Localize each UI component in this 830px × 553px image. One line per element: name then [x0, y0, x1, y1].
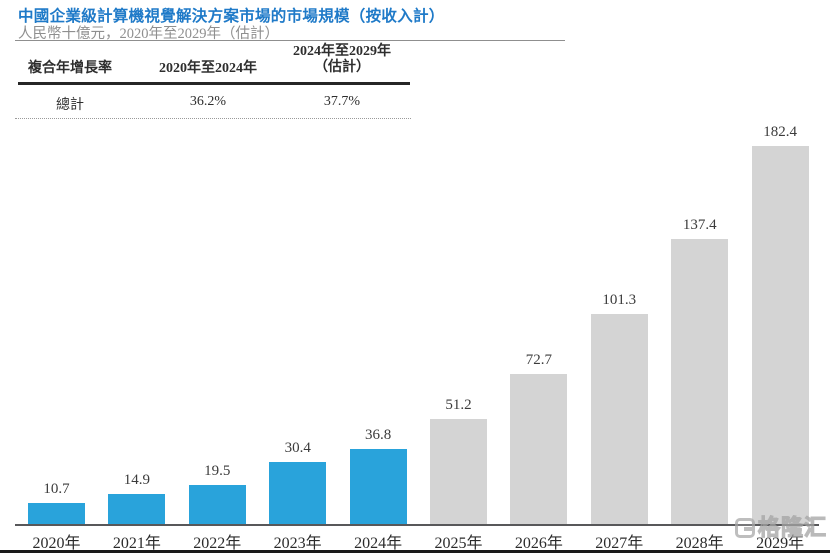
cagr-2024-2029-value: 37.7% — [323, 94, 361, 109]
bar-2025年 — [430, 418, 487, 525]
gelonghui-watermark-text: 格隆汇 — [757, 515, 827, 540]
total-row-label: 總計 — [56, 98, 84, 113]
gelonghui-watermark: 格隆汇 — [734, 515, 827, 540]
bar-2027年 — [590, 314, 648, 525]
cagr-2020-2024-value: 36.2% — [189, 94, 227, 109]
bar-value-label: 10.7 — [43, 480, 70, 497]
x-axis-label: 2029年 — [756, 535, 805, 552]
bar-value-label: 51.2 — [445, 396, 472, 413]
bar-2029年 — [751, 145, 809, 525]
x-axis-label: 2024年 — [354, 535, 403, 552]
gelonghui-logo-icon — [734, 518, 755, 538]
bar-chart-plot-area: 10.7 14.9 19.5 30.4 36.8 51.2 72.7 101.3 137.4 18… — [0, 124, 830, 525]
x-axis-label: 2023年 — [273, 535, 322, 552]
x-axis-label: 2021年 — [112, 535, 161, 552]
bar-value-label: 101.3 — [602, 292, 637, 309]
table-header-rule — [18, 82, 410, 85]
x-axis-label: 2026年 — [514, 535, 563, 552]
x-axis-labels: 2020年 2021年 2022年 2023年 2024年 2025年 2026年 2027年… — [0, 529, 830, 552]
cagr-col-2024-2029-header-line2: （估計） — [314, 60, 370, 75]
x-axis-label: 2020年 — [32, 535, 81, 552]
x-axis-line — [15, 524, 819, 526]
chart-title: 中國企業級計算機視覺解決方案市場的市場規模（按收入計） — [18, 8, 445, 25]
bar-value-label: 182.4 — [763, 123, 797, 140]
bottom-border-line — [0, 550, 830, 553]
bar-value-label: 72.7 — [525, 351, 553, 368]
bar-2026年 — [510, 373, 568, 525]
cagr-col-2024-2029-header: 2024年至2029年 （估計） — [274, 44, 410, 76]
cagr-table: 複合年增長率 2020年至2024年 2024年至2029年 （估計） 總計 3… — [15, 44, 411, 124]
x-axis-label: 2027年 — [595, 535, 644, 552]
bar-2028年 — [671, 239, 729, 525]
bar-value-label: 137.4 — [682, 217, 717, 234]
subtitle-divider-line — [15, 40, 565, 41]
bar-value-label: 14.9 — [123, 472, 151, 488]
bar-2020年 — [28, 502, 85, 525]
cagr-col-2020-2024-header: 2020年至2024年 — [159, 61, 257, 76]
cagr-row-header: 複合年增長率 — [28, 61, 112, 76]
cagr-col-2024-2029-header-line1: 2024年至2029年 — [293, 44, 391, 59]
table-bottom-rule — [15, 118, 411, 119]
chart-subtitle: 人民幣十億元，2020年至2029年（估計） — [18, 26, 279, 42]
x-axis-label: 2028年 — [675, 535, 724, 552]
bar-value-label: 19.5 — [204, 462, 231, 479]
bar-value-label: 30.4 — [284, 439, 311, 456]
bar-2022年 — [188, 484, 246, 525]
bar-2023年 — [269, 461, 327, 525]
bar-value-label: 36.8 — [364, 426, 392, 443]
bar-2021年 — [108, 494, 166, 525]
x-axis-label: 2022年 — [193, 535, 242, 552]
bar-2024年 — [349, 448, 407, 525]
x-axis-label: 2025年 — [434, 535, 483, 552]
